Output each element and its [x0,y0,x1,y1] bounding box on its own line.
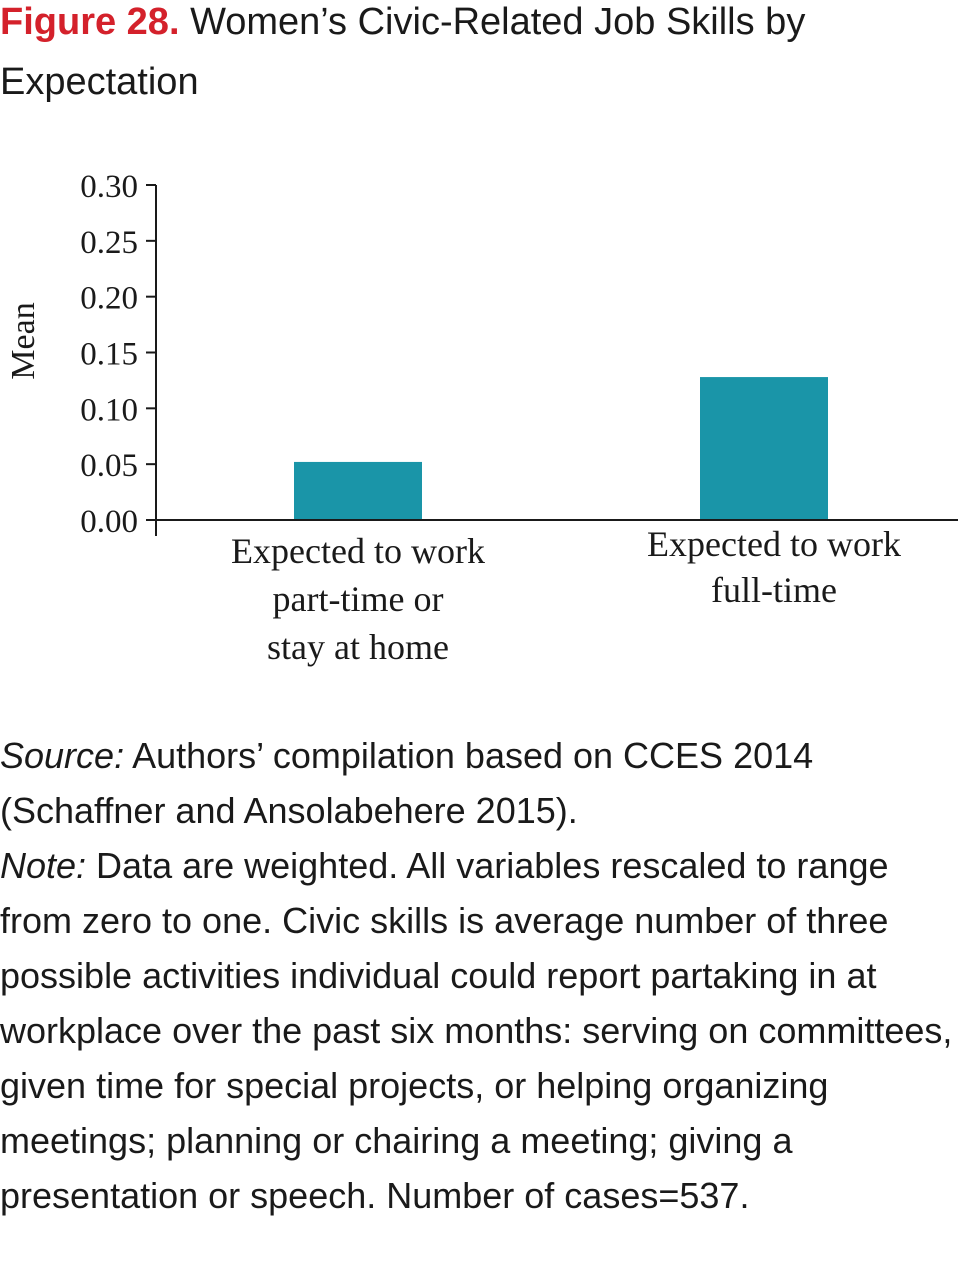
x-category-label-line: full-time [711,570,837,610]
source-label: Source: [0,735,125,776]
x-axis: Expected to work part-time or stay at home… [156,519,958,667]
bars [294,377,828,520]
figure-title-text: Women’s Civic-Related Job Skills by Expe… [0,1,806,103]
x-category-label-2: Expected to work full-time [647,524,901,610]
source-paragraph: Source: Authors’ compilation based on CC… [0,728,958,838]
x-category-label-line: Expected to work [231,531,485,571]
bar-2 [700,377,828,520]
x-category-label-1: Expected to work part-time or stay at home [231,531,485,667]
y-axis: 0.00 0.05 0.10 0.15 0.20 0.25 0.30 [80,169,157,540]
y-tick-label: 0.10 [80,392,138,428]
y-tick-label: 0.05 [80,448,138,484]
y-tick-label: 0.30 [80,169,138,205]
bar-1 [294,461,422,520]
note-paragraph: Note: Data are weighted. All variables r… [0,838,958,1223]
y-tick-label: 0.25 [80,225,138,261]
figure-caption: Source: Authors’ compilation based on CC… [0,728,958,1223]
figure-label: Figure 28. [0,1,180,43]
y-tick-label: 0.00 [80,504,138,540]
y-tick-label: 0.15 [80,337,138,373]
x-category-label-line: stay at home [267,627,449,667]
source-text: Authors’ compilation based on CCES 2014 … [0,735,814,831]
figure-title: Figure 28. Women’s Civic-Related Job Ski… [0,0,950,112]
y-tick-label: 0.20 [80,281,138,317]
note-text: Data are weighted. All variables rescale… [0,845,953,1216]
x-category-label-line: Expected to work [647,524,901,564]
note-label: Note: [0,845,87,886]
x-category-label-line: part-time or [273,579,444,619]
bar-chart: 0.00 0.05 0.10 0.15 0.20 0.25 0.30 Expected to… [5,169,958,667]
y-axis-label: Mean [5,302,42,379]
